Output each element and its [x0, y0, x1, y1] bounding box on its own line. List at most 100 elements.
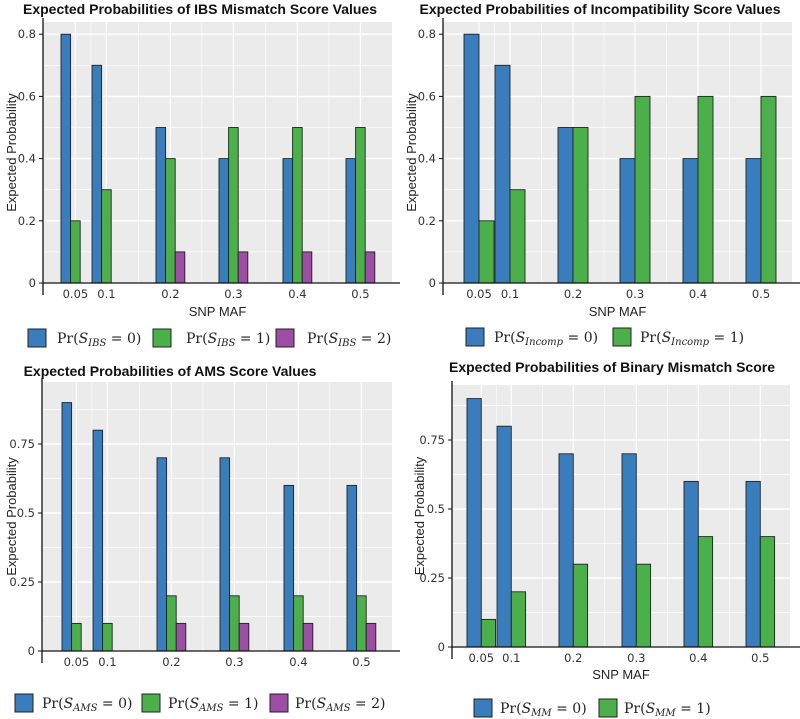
bar	[557, 127, 574, 284]
bar	[463, 33, 480, 284]
legend-swatch	[27, 328, 47, 348]
x-tick-label: 0.05	[466, 287, 492, 301]
bar	[166, 595, 177, 652]
bar	[496, 425, 512, 648]
legend-swatch	[269, 693, 289, 713]
y-tick-label: 0.25	[419, 571, 445, 585]
legend-label: Pr(SMM = 1)	[624, 701, 711, 719]
bar	[345, 158, 357, 284]
x-tick-label: 0.3	[626, 287, 644, 301]
y-tick-label: 0.5	[427, 502, 445, 516]
x-tick-label: 0.3	[225, 655, 243, 669]
bar	[510, 591, 527, 648]
bar	[697, 95, 714, 284]
bar	[494, 64, 511, 284]
bar	[283, 484, 295, 652]
x-tick-label: 0.4	[689, 651, 707, 665]
chart-panel-2: 0 0.2 0.4 0.6 0.8 0.05 0.1 0.2 0.3 0.4 0.5 Expected…	[404, 1, 800, 348]
bar	[745, 480, 761, 648]
bar	[155, 127, 167, 284]
x-axis-label: SNP MAF	[592, 667, 650, 682]
y-axis-label: Expected Probability	[404, 93, 419, 212]
y-tick-label: 0.5	[17, 506, 35, 520]
chart-title: Expected Probabilities of AMS Score Valu…	[24, 363, 317, 379]
bar	[101, 189, 112, 284]
bar	[92, 429, 104, 652]
x-tick-label: 0.1	[98, 655, 116, 669]
bar	[61, 402, 73, 652]
bar	[572, 563, 589, 648]
x-axis-label: SNP MAF	[589, 304, 647, 319]
bar	[156, 457, 168, 652]
legend-swatch	[598, 698, 618, 718]
x-tick-label: 0.2	[564, 287, 582, 301]
bar	[745, 158, 762, 284]
legend-label: Pr(SAMS = 2)	[295, 696, 385, 714]
bar	[572, 127, 589, 284]
x-tick-label: 0.2	[564, 651, 582, 665]
legend-label: Pr(SIBS = 0)	[57, 331, 141, 349]
bar	[71, 622, 82, 652]
legend-swatch	[152, 328, 172, 348]
legend-label: Pr(SIncomp = 0)	[494, 330, 598, 348]
y-tick-label: 0.75	[9, 437, 35, 451]
x-tick-label: 0.1	[501, 287, 519, 301]
legend-label: Pr(SAMS = 1)	[168, 696, 258, 714]
y-tick-label: 0.4	[18, 152, 36, 166]
chart-panel-4: 00.250.50.750.05 0.1 0.2 0.3 0.4 0.5Expected …	[412, 360, 800, 719]
bar	[346, 484, 358, 652]
x-tick-label: 0.4	[289, 655, 307, 669]
bar	[355, 127, 366, 284]
legend-label: Pr(SMM = 0)	[500, 701, 587, 719]
x-tick-label: 0.3	[627, 651, 645, 665]
bar	[682, 158, 699, 284]
legend-swatch	[465, 327, 485, 347]
legend-swatch	[141, 693, 161, 713]
y-tick-label: 0.6	[18, 89, 36, 103]
legend-label: Pr(SIBS = 2)	[307, 331, 391, 349]
chart-title: Expected Probabilities of IBS Mismatch S…	[23, 1, 377, 17]
x-tick-label: 0.1	[502, 651, 520, 665]
chart-panel-1: 0 0.2 0.4 0.6 0.8 0.05 0.1 0.2 0.3 0.4 0.5 Expected…	[4, 1, 400, 349]
y-tick-label: 0	[429, 276, 436, 290]
x-tick-label: 0.5	[751, 651, 769, 665]
bar	[356, 595, 367, 652]
legend-label: Pr(SAMS = 0)	[42, 696, 132, 714]
x-tick-label: 0.5	[352, 655, 370, 669]
y-tick-label: 0.8	[418, 27, 436, 41]
x-axis-label: SNP MAF	[189, 304, 247, 319]
bar	[91, 64, 103, 284]
bar	[301, 251, 313, 284]
bar	[165, 158, 176, 284]
y-axis-label: Expected Probability	[4, 457, 19, 576]
y-tick-label: 0	[28, 644, 35, 658]
bar	[237, 251, 249, 284]
x-tick-label: 0.05	[468, 651, 494, 665]
x-tick-label: 0.4	[288, 287, 306, 301]
bar	[697, 536, 714, 648]
y-tick-label: 0.25	[9, 575, 35, 589]
bar	[634, 95, 651, 284]
bar	[175, 622, 187, 652]
bar	[683, 480, 699, 648]
bar	[228, 127, 239, 284]
bar	[759, 536, 776, 648]
bar	[478, 220, 495, 284]
x-tick-label: 0.5	[351, 287, 369, 301]
bar	[365, 622, 377, 652]
x-tick-label: 0.2	[162, 655, 180, 669]
bar	[238, 622, 250, 652]
bar	[635, 563, 652, 648]
bar	[218, 158, 230, 284]
bar	[480, 618, 497, 648]
bar	[102, 622, 113, 652]
chart-panel-3: 00.250.50.750.05 0.1 0.2 0.3 0.4 0.5Expected …	[4, 363, 400, 714]
y-axis-label: Expected Probability	[412, 456, 427, 575]
legend-swatch	[612, 327, 632, 347]
bar	[292, 127, 303, 284]
y-tick-label: 0.6	[418, 89, 436, 103]
bar	[229, 595, 240, 652]
y-axis-label: Expected Probability	[4, 93, 19, 212]
x-tick-label: 0.3	[224, 287, 242, 301]
